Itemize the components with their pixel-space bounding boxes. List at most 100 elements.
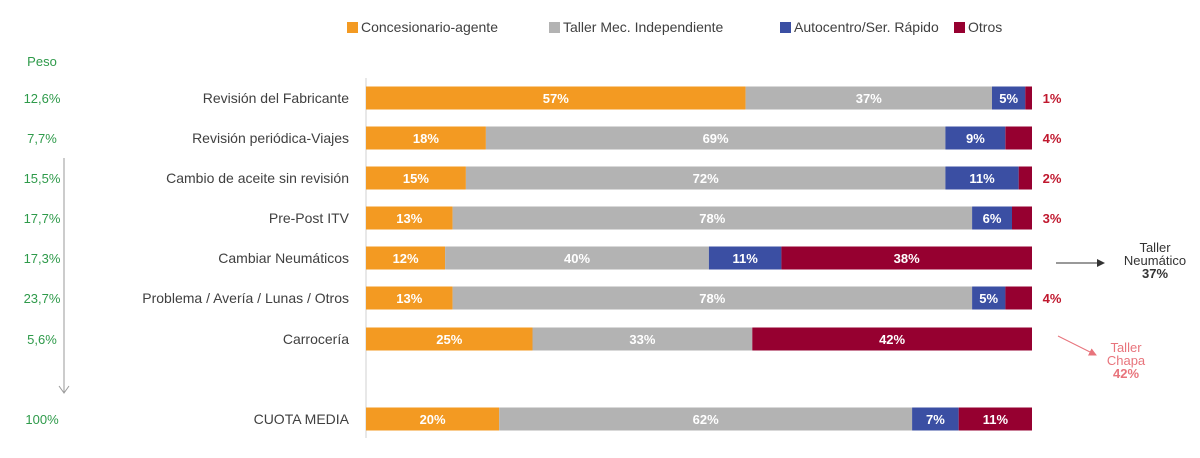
bar-segment (1005, 126, 1032, 150)
bar-segment (958, 407, 1032, 431)
category-label: CUOTA MEDIA (254, 411, 350, 427)
weight-value: 17,7% (24, 211, 61, 226)
bar-segment (1005, 286, 1032, 310)
bar-row: 57% 37% 5% 1% (366, 86, 1062, 110)
weight-value: 100% (25, 412, 59, 427)
bar-segment (781, 246, 1032, 270)
bar-segment (366, 407, 500, 431)
bar-segment (499, 407, 913, 431)
category-label: Revisión periódica-Viajes (192, 130, 349, 146)
legend-swatch-2 (780, 22, 791, 33)
annotation-text: 42% (1113, 366, 1139, 381)
bar-segment (708, 246, 782, 270)
bar-value-label: 72% (693, 171, 719, 186)
bar-value-label: 11% (969, 171, 995, 186)
bar-value-label: 38% (894, 251, 920, 266)
category-label: Revisión del Fabricante (203, 90, 350, 106)
bar-value-label: 13% (396, 291, 422, 306)
bar-value-label: 42% (879, 332, 905, 347)
category-label: Pre-Post ITV (269, 210, 350, 226)
legend-label-0: Concesionario-agente (361, 19, 498, 35)
legend-label-2: Autocentro/Ser. Rápido (794, 19, 939, 35)
annotation-text: Chapa (1107, 353, 1146, 368)
bar-segment (485, 126, 946, 150)
bar-segment (366, 166, 466, 190)
outside-value-label: 3% (1043, 211, 1062, 226)
category-label: Cambio de aceite sin revisión (166, 170, 349, 186)
bar-value-label: 6% (983, 211, 1002, 226)
bar-segment (366, 327, 533, 351)
annotation-text: Taller (1139, 240, 1171, 255)
weight-axis-arrow (58, 385, 70, 394)
legend-label-3: Otros (968, 19, 1002, 35)
weight-value: 12,6% (24, 91, 61, 106)
bar-value-label: 12% (393, 251, 419, 266)
annotation-arrow (1057, 335, 1097, 356)
bar-segment (745, 86, 992, 110)
legend-label-1: Taller Mec. Independiente (563, 19, 724, 35)
bar-value-label: 11% (733, 251, 759, 266)
weight-value: 7,7% (27, 131, 57, 146)
outside-value-label: 4% (1043, 291, 1062, 306)
bar-row: 13% 78% 6% 3% (366, 206, 1062, 230)
bar-row: 25% 33% 42% (366, 327, 1032, 351)
bar-value-label: 37% (856, 91, 882, 106)
bar-segment (452, 286, 973, 310)
bar-segment (465, 166, 946, 190)
bars-area: 57% 37% 5% 1% 18% 69% 9% 4% 15% 72% 11% 2% 13% 78% 6% 3… (366, 86, 1062, 431)
bar-value-label: 78% (699, 291, 725, 306)
bar-value-label: 18% (413, 131, 439, 146)
category-label: Problema / Avería / Lunas / Otros (142, 290, 349, 306)
legend-swatch-3 (954, 22, 965, 33)
annotation-text: Neumático (1124, 253, 1186, 268)
bar-segment (1012, 206, 1032, 230)
bar-segment (912, 407, 959, 431)
bar-segment (452, 206, 973, 230)
weight-column: 12,6% 7,7% 15,5% 17,7% 17,3% 23,7% 5,6% 100% (24, 91, 61, 427)
bar-value-label: 25% (436, 332, 462, 347)
bar-row: 18% 69% 9% 4% (366, 126, 1062, 150)
bar-value-label: 40% (564, 251, 590, 266)
bar-row: 12% 40% 11% 38% (366, 246, 1032, 270)
bar-value-label: 7% (926, 412, 945, 427)
bar-segment (945, 166, 1019, 190)
bar-segment (992, 86, 1026, 110)
bar-row: 20% 62% 7% 11% (366, 407, 1032, 431)
bar-segment (532, 327, 753, 351)
bar-value-label: 69% (703, 131, 729, 146)
bar-value-label: 5% (999, 91, 1018, 106)
category-label: Cambiar Neumáticos (218, 250, 349, 266)
legend-swatch-1 (549, 22, 560, 33)
weight-value: 23,7% (24, 291, 61, 306)
category-labels: Revisión del Fabricante Revisión periódic… (142, 90, 349, 427)
weight-value: 17,3% (24, 251, 61, 266)
bar-segment (972, 286, 1006, 310)
bar-segment (752, 327, 1032, 351)
legend: Concesionario-agente Taller Mec. Independ… (347, 19, 1002, 35)
bar-segment (366, 286, 453, 310)
bar-value-label: 20% (420, 412, 446, 427)
bar-value-label: 15% (403, 171, 429, 186)
weight-value: 15,5% (24, 171, 61, 186)
bar-segment (1025, 86, 1032, 110)
bar-segment (972, 206, 1013, 230)
bar-value-label: 11% (983, 412, 1009, 427)
bar-value-label: 9% (966, 131, 985, 146)
legend-swatch-0 (347, 22, 358, 33)
annotation-text: Taller (1110, 340, 1142, 355)
bar-value-label: 62% (693, 412, 719, 427)
bar-row: 13% 78% 5% 4% (366, 286, 1062, 310)
bar-value-label: 78% (699, 211, 725, 226)
bar-segment (1018, 166, 1032, 190)
outside-value-label: 4% (1043, 131, 1062, 146)
bar-segment (445, 246, 709, 270)
outside-value-label: 1% (1043, 91, 1062, 106)
bar-segment (366, 246, 446, 270)
bar-segment (366, 126, 486, 150)
bar-value-label: 13% (396, 211, 422, 226)
bar-row: 15% 72% 11% 2% (366, 166, 1062, 190)
bar-segment (366, 86, 746, 110)
annotation-text: 37% (1142, 266, 1168, 281)
outside-value-label: 2% (1043, 171, 1062, 186)
